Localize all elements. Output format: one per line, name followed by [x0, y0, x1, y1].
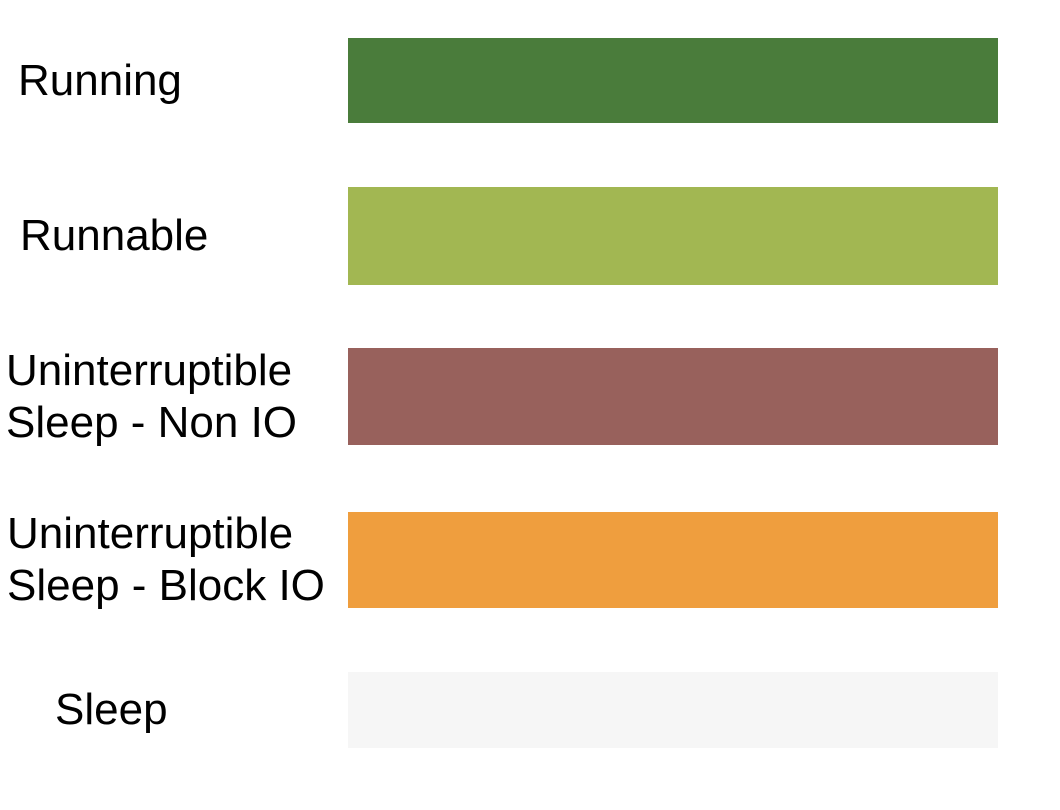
- state-label-uninterruptible-sleep-non-io: Uninterruptible Sleep - Non IO: [0, 345, 348, 449]
- state-label-runnable: Runnable: [0, 210, 348, 262]
- state-color-bar-uninterruptible-sleep-block-io: [348, 512, 998, 608]
- state-label-line: Sleep - Block IO: [7, 561, 325, 610]
- legend-row-uninterruptible-sleep-non-io: Uninterruptible Sleep - Non IO: [0, 346, 1060, 447]
- state-label-line: Uninterruptible: [6, 345, 293, 395]
- state-color-bar-uninterruptible-sleep-non-io: [348, 348, 998, 445]
- state-color-bar-running: [348, 38, 998, 123]
- legend-row-uninterruptible-sleep-block-io: Uninterruptible Sleep - Block IO: [0, 509, 1060, 610]
- legend-row-sleep: Sleep: [0, 672, 1060, 748]
- state-label-running: Running: [0, 55, 348, 107]
- state-color-bar-sleep: [348, 672, 998, 748]
- state-label-uninterruptible-sleep-block-io: Uninterruptible Sleep - Block IO: [0, 508, 348, 612]
- state-label-line: Sleep - Non IO: [6, 397, 298, 447]
- state-label-line: Running: [18, 55, 182, 105]
- state-label-line: Sleep: [55, 685, 168, 734]
- legend-row-running: Running: [0, 38, 1060, 123]
- state-color-bar-runnable: [348, 187, 998, 285]
- state-label-sleep: Sleep: [0, 684, 348, 736]
- state-label-line: Uninterruptible: [7, 509, 294, 558]
- legend-row-runnable: Runnable: [0, 187, 1060, 285]
- state-label-line: Runnable: [20, 211, 209, 260]
